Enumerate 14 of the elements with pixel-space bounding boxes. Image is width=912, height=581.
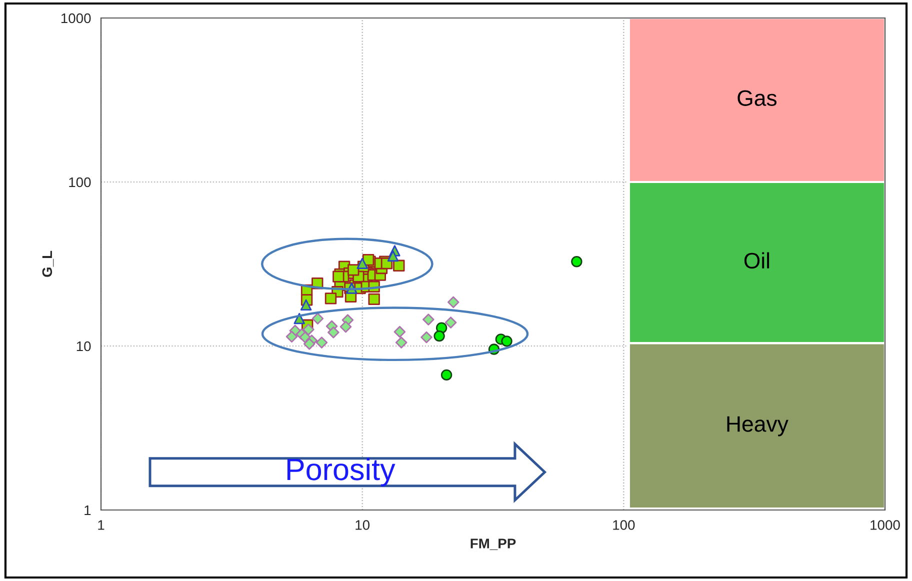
annotation: Porosity (287, 458, 396, 486)
band-label: Gas (738, 90, 777, 106)
band-label: Heavy (727, 416, 788, 436)
y-tick-label: 1000 (61, 13, 91, 24)
x-tick-label: 10 (356, 520, 370, 530)
y-tick-label: 10 (76, 341, 91, 352)
x-axis-title: FM_PP (470, 538, 516, 550)
y-tick-label: 1 (84, 505, 91, 516)
y-tick-label: 100 (69, 177, 91, 188)
x-tick-label: 1 (98, 520, 104, 530)
x-tick-label: 1000 (870, 520, 900, 530)
y-axis-title: G_L (42, 250, 54, 277)
band-label: Oil (744, 252, 770, 269)
x-tick-label: 100 (613, 520, 635, 530)
